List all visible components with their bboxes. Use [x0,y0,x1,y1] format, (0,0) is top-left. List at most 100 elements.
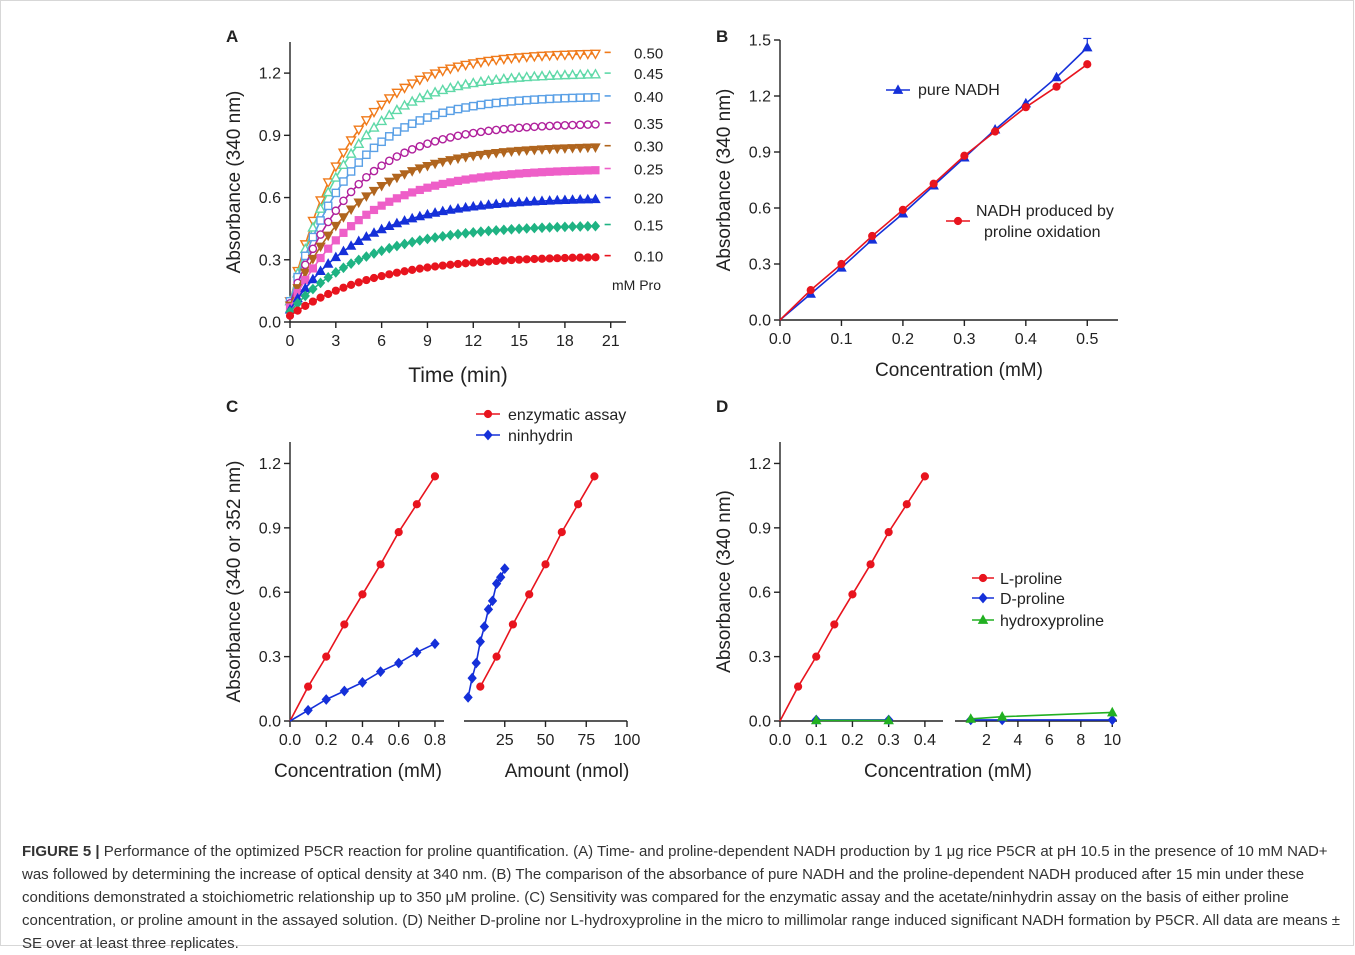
y-tick-label: 0.9 [749,145,771,162]
data-point [398,83,411,94]
data-point [338,245,349,256]
data-point [383,109,395,120]
legend-label-line: proline oxidation [984,224,1101,241]
data-point [468,151,479,162]
y-tick-label: 0.9 [259,520,281,537]
data-point [590,193,601,204]
data-point [806,286,815,295]
data-point [514,123,524,133]
x-tick-label: 0.8 [424,732,446,749]
data-point [354,158,364,167]
data-point [574,50,586,61]
data-point [339,283,348,292]
data-point [498,148,510,158]
data-point [414,75,426,86]
data-point [414,92,426,103]
x-axis-label: Time (min) [408,364,508,387]
data-point [591,93,600,102]
data-point [583,93,593,102]
data-point [591,253,600,262]
data-point [377,137,386,147]
data-point [461,259,470,268]
figure-caption: FIGURE 5 | Performance of the optimized … [22,840,1340,955]
data-point [391,173,403,184]
data-point [536,51,548,62]
data-point [507,97,516,106]
data-point [392,268,402,277]
data-point [376,245,387,257]
data-point [460,60,472,71]
data-point [505,72,518,83]
data-point [1021,103,1030,112]
data-point [902,500,911,509]
data-point [430,262,440,271]
data-point [513,71,525,82]
data-point [545,254,554,263]
data-point [446,106,455,116]
data-point [460,153,471,163]
data-point [582,68,594,79]
data-point [544,51,556,62]
x-tick-label: 3 [331,333,340,350]
data-point [314,202,327,213]
data-point [446,260,455,269]
data-point [475,636,485,647]
series-label: 0.25 [634,162,663,179]
series-label: 0.35 [634,116,663,133]
data-point [529,222,540,234]
data-point [339,228,348,237]
data-point [537,122,547,131]
data-point [340,620,349,629]
data-point [560,93,570,103]
data-point [322,652,331,661]
data-point [316,293,325,302]
data-point [837,259,846,269]
data-point [898,205,908,214]
data-point [415,185,424,195]
data-point [438,179,447,189]
data-point [368,186,380,197]
data-point [568,166,577,175]
series-label: 0.30 [634,139,663,156]
data-point [346,258,356,270]
x-tick-label: 15 [510,333,528,350]
data-point [582,193,594,204]
data-point [444,81,456,93]
legend-label: pure NADH [918,82,1000,99]
data-point [514,255,524,264]
data-point [331,266,341,278]
data-point [482,56,495,67]
x-tick-label: 0.2 [892,331,914,348]
data-point [400,123,409,132]
data-point [482,74,495,85]
data-point [552,94,562,103]
data-point [444,64,456,75]
data-point [522,169,531,178]
data-point [452,154,464,165]
y-tick-label: 0.3 [259,252,281,269]
data-point [437,205,448,216]
x-axis-label: Concentration (mM) [875,360,1043,381]
data-point [362,210,371,219]
data-point [383,94,395,105]
data-point [453,131,463,141]
data-point [492,171,501,180]
data-point [484,99,493,109]
data-point [399,215,410,225]
legend-label: L-proline [1000,571,1062,588]
data-point [591,120,600,129]
data-point [337,148,350,159]
data-point [368,121,380,132]
data-point [536,145,548,155]
y-tick-label: 0.0 [259,714,281,731]
data-point [794,682,803,691]
data-point [560,221,570,233]
data-point [430,181,440,190]
series-line [479,475,596,688]
data-point [590,472,599,481]
x-tick-label: 0.2 [841,732,863,749]
data-point [498,54,510,65]
panel-c: C 0.0 0.3 0.6 0.9 1.2 Absorbance (340 or 352 n… [224,397,640,782]
legend-label: ninhydrin [508,428,573,445]
x-tick-label: 6 [1045,732,1054,749]
